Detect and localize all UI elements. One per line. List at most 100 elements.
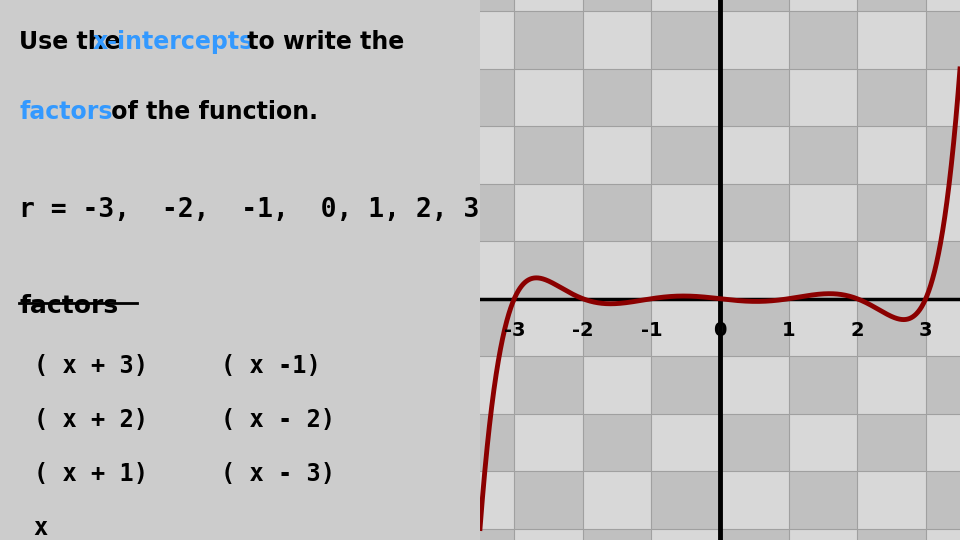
- Bar: [652, 0, 720, 11]
- Bar: [445, 126, 515, 184]
- Bar: [652, 529, 720, 540]
- Bar: [583, 414, 652, 471]
- Bar: [925, 299, 960, 356]
- Bar: [445, 0, 515, 11]
- Bar: [445, 299, 515, 356]
- Bar: [445, 11, 515, 69]
- Text: Use the: Use the: [19, 30, 129, 53]
- Bar: [925, 356, 960, 414]
- Bar: [652, 356, 720, 414]
- Bar: [445, 241, 515, 299]
- Bar: [925, 529, 960, 540]
- Bar: [720, 471, 788, 529]
- Bar: [720, 0, 788, 11]
- Text: to write the: to write the: [239, 30, 404, 53]
- Bar: [652, 11, 720, 69]
- Bar: [857, 11, 925, 69]
- Bar: [857, 299, 925, 356]
- Bar: [515, 241, 583, 299]
- Bar: [515, 0, 583, 11]
- Bar: [925, 471, 960, 529]
- Text: -3: -3: [504, 321, 525, 340]
- Text: ( x - 2): ( x - 2): [221, 408, 335, 431]
- Text: 3: 3: [919, 321, 932, 340]
- Bar: [925, 126, 960, 184]
- Bar: [652, 184, 720, 241]
- Bar: [720, 356, 788, 414]
- Bar: [857, 69, 925, 126]
- Bar: [583, 126, 652, 184]
- Bar: [583, 11, 652, 69]
- Bar: [788, 184, 857, 241]
- Bar: [857, 529, 925, 540]
- Bar: [515, 299, 583, 356]
- Text: 2: 2: [851, 321, 864, 340]
- Bar: [583, 241, 652, 299]
- Text: ( x + 3): ( x + 3): [34, 354, 148, 377]
- Bar: [925, 11, 960, 69]
- Text: x-intercepts: x-intercepts: [92, 30, 253, 53]
- Bar: [788, 529, 857, 540]
- Bar: [720, 299, 788, 356]
- Bar: [583, 0, 652, 11]
- Bar: [788, 0, 857, 11]
- Text: 0: 0: [713, 321, 727, 340]
- Text: ( x - 3): ( x - 3): [221, 462, 335, 485]
- Text: 1: 1: [781, 321, 796, 340]
- Bar: [925, 241, 960, 299]
- Bar: [720, 529, 788, 540]
- Bar: [720, 69, 788, 126]
- Bar: [515, 414, 583, 471]
- Bar: [445, 471, 515, 529]
- Bar: [652, 299, 720, 356]
- Bar: [788, 241, 857, 299]
- Text: factors: factors: [19, 294, 118, 318]
- Bar: [583, 529, 652, 540]
- Bar: [857, 241, 925, 299]
- Bar: [788, 299, 857, 356]
- Bar: [857, 414, 925, 471]
- Text: of the function.: of the function.: [104, 100, 318, 124]
- Text: x: x: [34, 516, 48, 539]
- Bar: [788, 414, 857, 471]
- Text: -1: -1: [640, 321, 662, 340]
- Bar: [925, 0, 960, 11]
- Bar: [515, 69, 583, 126]
- Bar: [925, 184, 960, 241]
- Bar: [720, 414, 788, 471]
- Bar: [583, 184, 652, 241]
- Bar: [788, 471, 857, 529]
- Bar: [788, 126, 857, 184]
- Bar: [857, 0, 925, 11]
- Bar: [445, 69, 515, 126]
- Bar: [515, 471, 583, 529]
- Bar: [857, 471, 925, 529]
- Text: ( x + 2): ( x + 2): [34, 408, 148, 431]
- Bar: [515, 11, 583, 69]
- Bar: [445, 356, 515, 414]
- Bar: [583, 69, 652, 126]
- Text: ( x + 1): ( x + 1): [34, 462, 148, 485]
- Bar: [720, 241, 788, 299]
- Text: ( x -1): ( x -1): [221, 354, 321, 377]
- Bar: [445, 184, 515, 241]
- Bar: [583, 471, 652, 529]
- Bar: [857, 126, 925, 184]
- Bar: [445, 529, 515, 540]
- Text: -2: -2: [572, 321, 593, 340]
- Bar: [583, 299, 652, 356]
- Bar: [652, 126, 720, 184]
- Bar: [583, 356, 652, 414]
- Bar: [720, 126, 788, 184]
- Bar: [720, 11, 788, 69]
- Bar: [445, 414, 515, 471]
- Bar: [515, 184, 583, 241]
- Bar: [652, 414, 720, 471]
- Bar: [788, 69, 857, 126]
- Bar: [788, 356, 857, 414]
- Text: factors: factors: [19, 100, 112, 124]
- Bar: [857, 356, 925, 414]
- Bar: [857, 184, 925, 241]
- Bar: [925, 69, 960, 126]
- Bar: [788, 11, 857, 69]
